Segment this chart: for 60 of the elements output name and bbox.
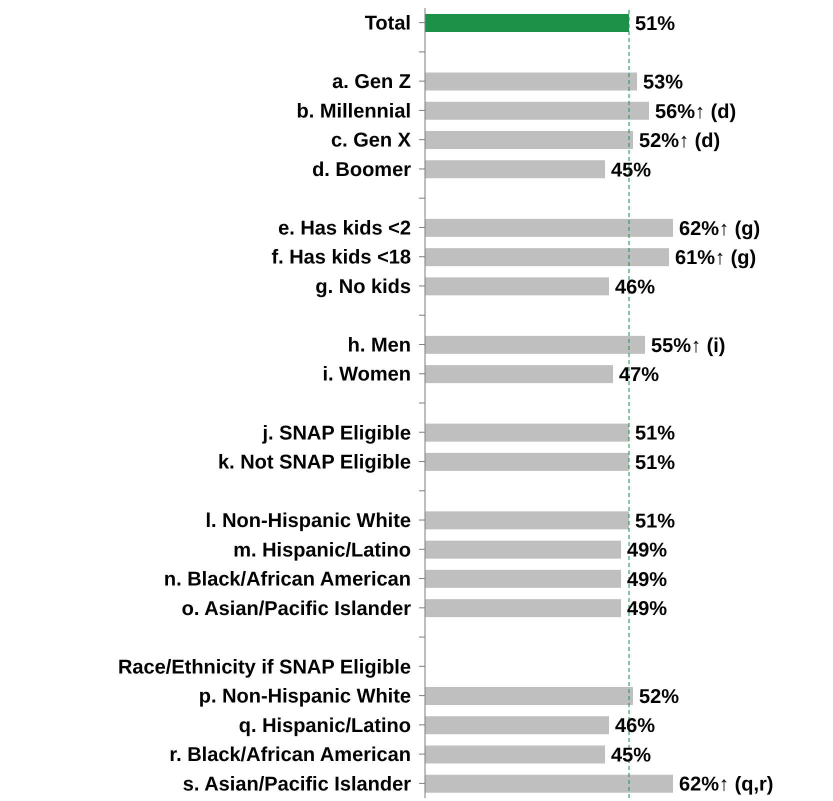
- bar: [425, 336, 645, 354]
- bar: [425, 102, 649, 120]
- y-tick-label: c. Gen X: [330, 130, 412, 152]
- bar: [425, 570, 621, 588]
- bar: [425, 160, 605, 178]
- data-label: 45%: [611, 744, 652, 766]
- bar: [425, 540, 621, 559]
- data-label: 46%: [615, 715, 656, 738]
- y-tick-label: n. Black/African American: [164, 568, 411, 591]
- y-tick-label: h. Men: [348, 334, 411, 356]
- y-tick-label: l. Non-Hispanic White: [205, 510, 411, 532]
- bar: [425, 774, 673, 793]
- data-label: 49%: [627, 598, 668, 620]
- bar: [425, 365, 613, 384]
- bar: [425, 745, 605, 764]
- data-label: 45%: [611, 159, 652, 182]
- y-tick-label: j. SNAP Eligible: [261, 422, 411, 444]
- y-tick-label: m. Hispanic/Latino: [233, 539, 411, 562]
- y-tick-label: Race/Ethnicity if SNAP Eligible: [118, 656, 411, 678]
- y-tick-label: q. Hispanic/Latino: [238, 714, 411, 737]
- bar: [425, 248, 669, 266]
- data-label: 55%↑ (i): [651, 334, 726, 357]
- data-label: 62%↑ (g): [679, 218, 760, 240]
- bar: [425, 716, 609, 734]
- bar: [425, 686, 633, 705]
- bar: [425, 599, 621, 618]
- data-label: 51%: [635, 452, 676, 474]
- data-label: 49%: [627, 568, 668, 591]
- data-label: 52%↑ (d): [639, 130, 720, 152]
- y-tick-label: p. Non-Hispanic White: [198, 686, 411, 708]
- y-tick-label: i. Women: [322, 364, 411, 386]
- y-tick-label: Total: [364, 12, 411, 35]
- bar: [425, 277, 609, 296]
- bar: [425, 218, 673, 237]
- y-tick-label: b. Millennial: [296, 100, 411, 122]
- data-label: 47%: [619, 364, 660, 386]
- bar: [425, 72, 637, 91]
- data-label: 56%↑ (d): [655, 100, 736, 123]
- data-label: 62%↑ (q,r): [679, 774, 774, 796]
- bar: [425, 511, 629, 530]
- data-label: 51%: [635, 422, 676, 445]
- data-label: 51%: [635, 13, 676, 35]
- data-label: 61%↑ (g): [675, 247, 756, 270]
- data-label: 52%: [639, 686, 680, 708]
- y-tick-label: f. Has kids <18: [271, 246, 411, 269]
- y-tick-label: k. Not SNAP Eligible: [218, 452, 411, 474]
- y-tick-label: r. Black/African American: [169, 744, 411, 766]
- bar: [425, 131, 633, 150]
- y-tick-label: s. Asian/Pacific Islander: [182, 773, 412, 796]
- data-label: 53%: [643, 72, 684, 94]
- data-label: 46%: [615, 276, 656, 298]
- data-label: 51%: [635, 510, 676, 532]
- bar: [425, 424, 629, 442]
- y-tick-label: a. Gen Z: [332, 71, 411, 94]
- bar: [425, 452, 629, 471]
- y-tick-label: e. Has kids <2: [278, 217, 411, 240]
- y-tick-label: o. Asian/Pacific Islander: [182, 598, 412, 620]
- y-tick-label: g. No kids: [315, 276, 411, 298]
- y-tick-label: d. Boomer: [312, 158, 412, 181]
- data-label: 49%: [627, 540, 668, 562]
